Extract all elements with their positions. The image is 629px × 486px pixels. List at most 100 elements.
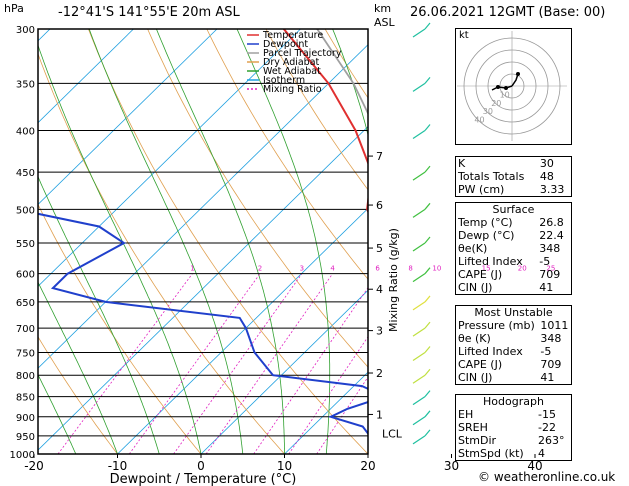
most-unstable-title: Most Unstable bbox=[474, 306, 553, 319]
surface-value: 22.4 bbox=[539, 229, 564, 242]
index-row: PW (cm) 3.33 bbox=[456, 183, 571, 196]
mixing-ratio-label: 25 bbox=[546, 265, 555, 273]
km-tick-label: 5 bbox=[376, 242, 383, 255]
pressure-tick-label: 750 bbox=[16, 348, 35, 359]
hodograph-panel: kt bbox=[455, 28, 572, 145]
date-title: 26.06.2021 12GMT (Base: 00) bbox=[410, 5, 606, 20]
isotherm-line bbox=[38, 29, 134, 124]
wind-barb bbox=[412, 130, 426, 140]
km-tick-label: 2 bbox=[376, 367, 383, 380]
mu-row: θe (K) 348 bbox=[456, 332, 571, 345]
km-tick-label: 3 bbox=[376, 325, 383, 338]
pressure-tick-label: 400 bbox=[16, 127, 35, 138]
temperature-profile bbox=[283, 29, 368, 214]
hodo-value: 4 bbox=[538, 447, 545, 460]
pressure-tick-label: 700 bbox=[16, 324, 35, 335]
hodograph-ring-label: 10 bbox=[500, 90, 510, 99]
hodograph-point bbox=[504, 86, 508, 90]
wet-adiabat bbox=[38, 44, 202, 454]
wind-barb-feather bbox=[424, 321, 431, 329]
index-value: 30 bbox=[539, 157, 554, 170]
wind-barb-feather bbox=[424, 22, 431, 30]
mu-row: CAPE (J) 709 bbox=[456, 358, 571, 371]
wind-barb-feather bbox=[424, 124, 431, 131]
dry-adiabat bbox=[206, 29, 368, 280]
index-label: Totals Totals bbox=[458, 170, 525, 183]
mu-value: 1011 bbox=[540, 319, 569, 332]
hodo-value: -15 bbox=[538, 408, 556, 421]
hodograph-point bbox=[496, 85, 500, 89]
km-tick-label: 7 bbox=[376, 150, 383, 163]
pressure-tick-label: 300 bbox=[16, 25, 35, 36]
dry-adiabat bbox=[38, 336, 118, 454]
pressure-tick-label: 850 bbox=[16, 393, 35, 404]
mu-label: θe (K) bbox=[458, 332, 491, 345]
wet-adiabat bbox=[410, 29, 453, 454]
surface-label: Lifted Index bbox=[458, 255, 523, 268]
wind-barb-feather bbox=[424, 368, 431, 376]
surface-row: θe(K) 348 bbox=[456, 242, 571, 255]
surface-row: Dewp (°C) 22.4 bbox=[456, 229, 571, 242]
dewpoint-profile bbox=[38, 212, 368, 436]
mixing-ratio-line bbox=[205, 273, 333, 454]
wind-barb bbox=[412, 273, 426, 283]
surface-value: 709 bbox=[539, 268, 561, 281]
pressure-tick-label: 600 bbox=[16, 270, 35, 281]
x-tick-label: 0 bbox=[197, 459, 205, 473]
dry-adiabat bbox=[88, 29, 368, 454]
pressure-tick-label: 350 bbox=[16, 79, 35, 90]
isotherm-line bbox=[117, 207, 368, 454]
hodo-value: 263° bbox=[538, 434, 565, 447]
wind-barb bbox=[412, 28, 426, 38]
surface-label: CAPE (J) bbox=[458, 268, 503, 281]
hodo-value: -22 bbox=[538, 421, 556, 434]
mu-label: CIN (J) bbox=[458, 371, 493, 384]
wind-barb bbox=[412, 396, 426, 406]
surface-table: Temp (°C) 26.8 Dewp (°C) 22.4 θe(K) 348 Lifted… bbox=[456, 216, 571, 294]
index-label: PW (cm) bbox=[458, 183, 505, 196]
wind-barb-feather bbox=[424, 346, 431, 353]
km-label: km bbox=[374, 2, 392, 15]
mixing-ratio-label: 6 bbox=[375, 265, 380, 273]
wind-barb-feather bbox=[424, 410, 431, 418]
hodograph-point bbox=[516, 72, 520, 76]
pressure-tick-label: 450 bbox=[16, 168, 35, 179]
surface-label: CIN (J) bbox=[458, 281, 493, 294]
surface-row: CIN (J) 41 bbox=[456, 281, 571, 294]
wind-barb-feather bbox=[424, 390, 431, 398]
legend-label: Temperature bbox=[262, 30, 323, 41]
hodo-row: EH -15 bbox=[456, 408, 571, 421]
wind-barb bbox=[412, 208, 426, 218]
index-value: 3.33 bbox=[539, 183, 565, 196]
km-tick-label: 6 bbox=[376, 199, 383, 212]
pressure-tick-label: 500 bbox=[16, 205, 35, 216]
hodo-label: StmSpd (kt) bbox=[458, 447, 524, 460]
wind-barb-feather bbox=[424, 295, 431, 303]
mixing-ratio-label: 15 bbox=[482, 265, 491, 273]
mu-row: Lifted Index -5 bbox=[456, 345, 571, 358]
mu-label: CAPE (J) bbox=[458, 358, 503, 371]
mixing-ratio-line bbox=[57, 273, 193, 454]
wind-barb bbox=[412, 374, 426, 384]
legend-label: Dewpoint bbox=[263, 39, 308, 50]
legend-label: Dry Adiabat bbox=[263, 57, 320, 68]
mu-value: 348 bbox=[540, 332, 562, 345]
hodograph-table-title: Hodograph bbox=[483, 395, 544, 408]
wind-barb bbox=[412, 242, 426, 252]
pressure-tick-label: 800 bbox=[16, 371, 35, 382]
mu-row: Pressure (mb) 1011 bbox=[456, 319, 571, 332]
x-tick-label: 10 bbox=[277, 459, 292, 473]
pressure-tick-label: 550 bbox=[16, 239, 35, 250]
surface-label: Temp (°C) bbox=[458, 216, 513, 229]
wind-barb-feather bbox=[424, 165, 431, 173]
index-row: Totals Totals 48 bbox=[456, 170, 571, 183]
mixing-ratio-label: 1 bbox=[190, 265, 194, 273]
hodo-row: SREH -22 bbox=[456, 421, 571, 434]
wind-barb bbox=[412, 301, 426, 311]
km-tick-label: 4 bbox=[376, 283, 383, 296]
surface-row: CAPE (J) 709 bbox=[456, 268, 571, 281]
x-tick-label: 40 bbox=[527, 459, 542, 473]
dry-adiabat bbox=[265, 29, 368, 191]
surface-value: 41 bbox=[539, 281, 554, 294]
